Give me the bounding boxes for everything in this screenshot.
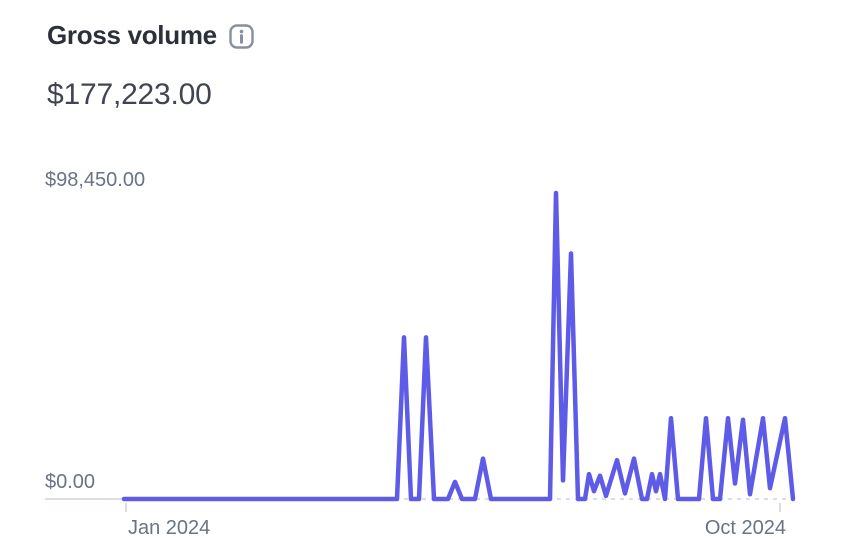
card-header: Gross volume [47, 20, 254, 50]
x-axis-label-jan: Jan 2024 [128, 517, 211, 539]
total-amount: $177,223.00 [47, 78, 212, 111]
x-axis-label-oct: Oct 2024 [704, 517, 786, 539]
volume-line-chart[interactable] [45, 185, 796, 520]
info-icon[interactable] [229, 23, 254, 49]
volume-line [121, 190, 796, 502]
y-axis-max-label: $98,450.00 [45, 169, 146, 191]
y-axis-zero-label: $0.00 [45, 471, 96, 493]
chart-title: Gross volume [47, 20, 217, 50]
